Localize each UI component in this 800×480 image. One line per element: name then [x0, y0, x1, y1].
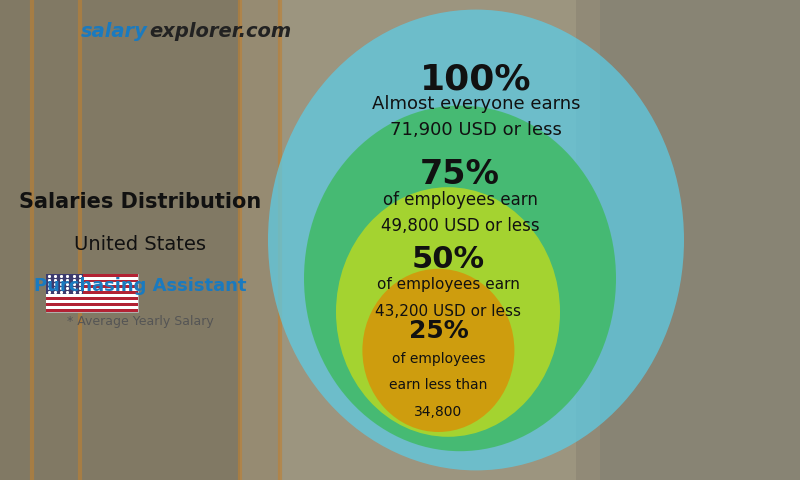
Text: 50%: 50% [411, 245, 485, 274]
Ellipse shape [362, 269, 514, 432]
Bar [46, 300, 138, 303]
Ellipse shape [304, 106, 616, 451]
Bar [46, 274, 138, 276]
Text: earn less than: earn less than [390, 378, 487, 392]
Bar [0, 0, 280, 480]
Bar [46, 274, 83, 294]
Bar [46, 286, 138, 288]
Text: * Average Yearly Salary: * Average Yearly Salary [66, 315, 214, 328]
Text: 43,200 USD or less: 43,200 USD or less [375, 304, 521, 319]
Text: of employees earn: of employees earn [382, 191, 538, 209]
Bar [46, 306, 138, 309]
Text: Almost everyone earns: Almost everyone earns [372, 95, 580, 113]
Text: salary: salary [81, 22, 148, 41]
Bar [576, 0, 800, 480]
Bar [46, 291, 138, 294]
Text: 49,800 USD or less: 49,800 USD or less [381, 217, 539, 236]
Text: Salaries Distribution: Salaries Distribution [19, 192, 261, 212]
Bar [46, 288, 138, 291]
Text: 34,800: 34,800 [414, 405, 462, 419]
Text: of employees earn: of employees earn [377, 277, 519, 292]
Text: 100%: 100% [420, 62, 532, 96]
Bar [46, 294, 138, 297]
Text: United States: United States [74, 235, 206, 254]
Bar [46, 303, 138, 306]
Text: 71,900 USD or less: 71,900 USD or less [390, 121, 562, 139]
Bar [46, 282, 138, 286]
Bar [46, 309, 138, 312]
Bar [46, 276, 138, 279]
Bar [240, 0, 600, 480]
Text: Purchasing Assistant: Purchasing Assistant [34, 276, 246, 295]
Text: 75%: 75% [420, 158, 500, 192]
Text: explorer.com: explorer.com [149, 22, 291, 41]
Ellipse shape [268, 10, 684, 470]
Text: of employees: of employees [392, 352, 485, 366]
Bar [46, 279, 138, 282]
Bar [46, 297, 138, 300]
Ellipse shape [336, 187, 560, 437]
Text: 25%: 25% [409, 319, 468, 343]
Bar [46, 274, 138, 312]
